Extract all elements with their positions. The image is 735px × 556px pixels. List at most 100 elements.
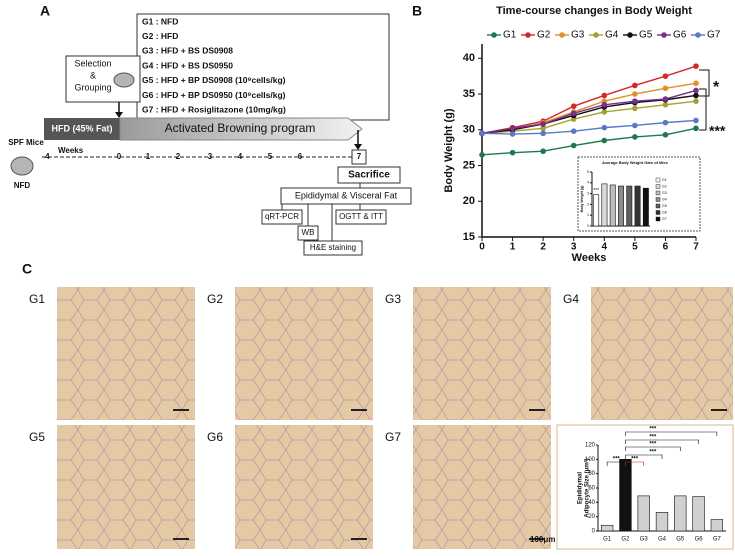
image-label: G4 [563, 292, 579, 306]
y-axis-label: Adipocyte Size (μm²) [584, 458, 591, 517]
legend-marker [491, 32, 497, 38]
tissue-text: Epididymal & Visceral Fat [295, 190, 398, 200]
y-tick-label: 1 [587, 213, 589, 217]
y-tick-label: 4 [587, 181, 589, 185]
point [662, 131, 669, 138]
group-text: G1 : NFD [142, 16, 178, 26]
legend-label: G5 [662, 204, 667, 208]
legend-marker [661, 32, 667, 38]
group-text: G3 : HFD + BS DS0908 [142, 46, 233, 56]
point [570, 142, 577, 149]
legend-swatch [655, 197, 661, 202]
y-tick-label: 35 [463, 88, 475, 100]
bar [710, 519, 724, 532]
assay-box [297, 225, 319, 241]
legend-label: G4 [662, 197, 667, 201]
annotation: *** [649, 442, 657, 448]
legend-marker [627, 32, 633, 38]
point [570, 128, 577, 135]
assay-box [303, 240, 363, 256]
annotation: *** [649, 427, 657, 433]
legend-swatch [655, 210, 661, 215]
week-box [351, 149, 367, 165]
y-tick-label: 3 [587, 192, 589, 196]
x-tick-label: G6 [695, 537, 704, 543]
annotation: *** [613, 457, 621, 463]
sig-bracket [625, 446, 681, 451]
legend-marker [695, 32, 701, 38]
mouse-icon [113, 72, 135, 88]
point [662, 96, 669, 102]
x-tick-label: 3 [571, 242, 577, 253]
week-label: 1 [146, 152, 151, 161]
bar [626, 185, 633, 227]
point [632, 105, 638, 112]
y-axis-label: Epididymal [578, 472, 584, 504]
point [479, 130, 485, 137]
series-line [481, 94, 697, 135]
sig-bracket [699, 69, 710, 131]
x-tick-label: G2 [621, 537, 630, 543]
y-tick-label: 80 [588, 471, 595, 477]
y-tick-label: 20 [463, 195, 475, 207]
legend-label: G6 [662, 210, 667, 214]
connector [281, 204, 361, 241]
group-text: G7 : HFD + Rosiglitazone (10mg/kg) [142, 104, 286, 114]
point [662, 101, 669, 108]
point [662, 73, 669, 79]
hfd-text: HFD (45% Fat) [51, 123, 112, 133]
tissue-box [280, 187, 412, 205]
image-label: G5 [29, 430, 45, 444]
group-box [136, 13, 390, 121]
point [693, 80, 699, 87]
bar [637, 495, 650, 532]
bar [618, 185, 624, 227]
y-tick-label: 2 [587, 202, 589, 206]
image-label: G1 [29, 292, 45, 306]
x-tick-label: 7 [693, 242, 699, 253]
week-label: -4 [42, 152, 50, 161]
bar [692, 496, 705, 532]
micrograph [57, 287, 195, 420]
point [632, 134, 638, 140]
sig-bracket [625, 461, 645, 466]
week-label: 5 [268, 152, 273, 161]
legend-label: G3 [662, 191, 667, 195]
series-line [481, 127, 697, 156]
bar [655, 512, 669, 532]
sacrifice-text: Sacrifice [348, 170, 390, 181]
week-label: 2 [176, 152, 181, 161]
legend-label: G6 [673, 30, 687, 41]
point [601, 137, 608, 144]
legend-swatch [655, 203, 661, 209]
point [693, 117, 699, 124]
y-tick-label: 30 [463, 124, 475, 136]
point [540, 130, 546, 137]
x-tick-label: 4 [602, 242, 608, 253]
program-text: Activated Browning program [165, 121, 316, 135]
scale-bar-label: 100μm [530, 535, 555, 544]
image-label: G7 [385, 430, 401, 444]
point [570, 103, 577, 109]
y-tick-label: 100 [585, 457, 596, 463]
legend-label: G1 [503, 30, 517, 41]
annotation: *** [593, 188, 599, 194]
arrow-head [354, 144, 362, 150]
x-tick-label: G7 [713, 537, 722, 543]
weeks-label: Weeks [58, 146, 84, 155]
point [662, 119, 669, 126]
assay-box [335, 209, 387, 225]
annotation: * [713, 79, 720, 96]
point [601, 101, 608, 108]
selection-text: Grouping [74, 82, 111, 92]
legend-label: G3 [571, 30, 585, 41]
point [693, 87, 699, 94]
legend-marker [525, 32, 531, 38]
bar [601, 183, 608, 227]
group-text: G6 : HFD + BP DS0950 (10⁹cells/kg) [142, 90, 286, 100]
bar [600, 524, 614, 532]
point [693, 92, 699, 99]
inset-title: Average Body Weight Gain of Mice [602, 160, 669, 165]
x-tick-label: 0 [479, 242, 485, 253]
legend-label: G7 [662, 217, 667, 221]
